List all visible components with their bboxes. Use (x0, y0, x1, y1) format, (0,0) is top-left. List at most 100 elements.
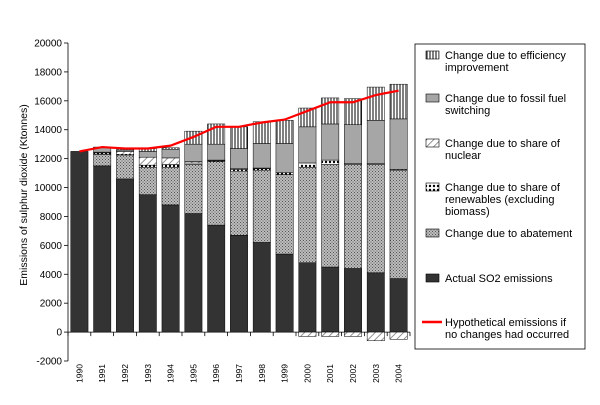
series-line-hypothetical-emissions-if-no-changes-had-occurred (79, 89, 399, 153)
legend-label: Change due to share of nuclear (445, 138, 561, 162)
bar-segment-change-due-to-fossil-fuel-switching (366, 120, 385, 164)
bar-segment-actual-so2-emissions (184, 213, 203, 333)
bar-segment-change-due-to-share-of-renewables-excluding-biomass (161, 164, 180, 168)
bar-segment-actual-so2-emissions (389, 278, 408, 333)
y-tick-label: 6000 (40, 241, 63, 252)
bar-segment-change-due-to-efficiency-improvement (161, 147, 180, 150)
x-tick-label: 1995 (188, 364, 198, 383)
bar-segment-change-due-to-share-of-renewables-excluding-biomass (298, 162, 317, 168)
bar-segment-actual-so2-emissions (138, 194, 157, 333)
bar-segment-change-due-to-fossil-fuel-switching (252, 143, 271, 169)
bar-segment-change-due-to-share-of-renewables-excluding-biomass (230, 169, 248, 172)
bar-segment-change-due-to-efficiency-improvement (252, 121, 271, 144)
bar-segment-change-due-to-fossil-fuel-switching (321, 123, 340, 161)
bar-segment-change-due-to-fossil-fuel-switching (344, 124, 362, 164)
y-tick-label: 12000 (34, 154, 62, 165)
y-tick-label: 8000 (40, 212, 63, 223)
x-tick-label: 2004 (394, 364, 404, 383)
legend-label: Change due to share of renewables (exclud… (445, 182, 561, 218)
x-tick-label: 1993 (143, 364, 153, 383)
x-tick-label: 1999 (280, 364, 290, 383)
legend-item-actual-so2-emissions: Actual SO2 emissions (425, 273, 553, 285)
bar-segment-change-due-to-abatement (275, 174, 294, 255)
x-tick-label: 1991 (97, 364, 107, 383)
legend-item-change-due-to-abatement: Change due to abatement (425, 228, 572, 240)
y-tick-label: 20000 (34, 39, 62, 50)
y-tick-label: -2000 (36, 357, 62, 368)
x-tick-label: 2003 (371, 364, 381, 383)
x-tick-label: 1998 (257, 364, 267, 383)
y-tick-label: 4000 (40, 270, 63, 281)
bar-segment-change-due-to-share-of-nuclear (366, 331, 385, 342)
bar-segment-change-due-to-abatement (321, 164, 340, 268)
legend-item-change-due-to-efficiency-improvement: Change due to efficiency improvement (425, 50, 566, 74)
bar-segment-change-due-to-abatement (298, 167, 317, 263)
legend-swatch (425, 138, 440, 148)
x-tick-label: 2000 (302, 364, 312, 383)
bar-segment-change-due-to-efficiency-improvement (230, 126, 248, 149)
bar-segment-actual-so2-emissions (275, 253, 294, 333)
x-tick-label: 1990 (74, 364, 84, 383)
legend-item-change-due-to-share-of-nuclear: Change due to share of nuclear (425, 138, 561, 162)
bar-segment-actual-so2-emissions (93, 165, 112, 333)
bar-segment-change-due-to-abatement (161, 167, 180, 206)
bar-segment-change-due-to-fossil-fuel-switching (275, 143, 294, 173)
bar-segment-change-due-to-efficiency-improvement (275, 120, 294, 144)
legend-swatch (425, 50, 440, 60)
bar-segment-actual-so2-emissions (116, 178, 134, 333)
bar-segment-change-due-to-abatement (389, 169, 408, 279)
bar-segment-actual-so2-emissions (321, 266, 340, 333)
legend-box (414, 43, 586, 350)
bar-segment-actual-so2-emissions (161, 204, 180, 333)
bar-segment-change-due-to-share-of-nuclear (344, 331, 362, 337)
bar-segment-actual-so2-emissions (252, 242, 271, 333)
bar-segment-change-due-to-abatement (93, 154, 112, 167)
y-tick-label: 14000 (34, 125, 62, 136)
x-tick-label: 1997 (234, 364, 244, 383)
bar-segment-change-due-to-fossil-fuel-switching (161, 148, 180, 159)
bar-segment-change-due-to-fossil-fuel-switching (207, 143, 226, 161)
y-tick-label: 0 (56, 328, 62, 339)
bar-segment-change-due-to-efficiency-improvement (366, 86, 385, 121)
legend-item-change-due-to-fossil-fuel-switching: Change due to fossil fuel switching (425, 93, 566, 117)
bar-segment-change-due-to-share-of-nuclear (161, 157, 180, 165)
bar-segment-change-due-to-abatement (230, 171, 248, 236)
bar-segment-change-due-to-share-of-nuclear (116, 151, 134, 155)
bar-segment-change-due-to-abatement (366, 164, 385, 274)
bar-segment-change-due-to-share-of-renewables-excluding-biomass (321, 159, 340, 165)
bar-segment-change-due-to-share-of-nuclear (321, 331, 340, 337)
x-tick-label: 2002 (348, 364, 358, 383)
bar-segment-change-due-to-abatement (207, 161, 226, 226)
legend: Change due to efficiency improvement Chang… (422, 50, 572, 341)
bar-segment-change-due-to-fossil-fuel-switching (298, 126, 317, 164)
y-tick-label: 16000 (34, 96, 62, 107)
bar-segment-change-due-to-abatement (252, 169, 271, 243)
bar-segment-change-due-to-abatement (116, 155, 134, 180)
bar-segment-actual-so2-emissions (344, 268, 362, 333)
legend-item-change-due-to-share-of-renewables-excluding-biomass: Change due to share of renewables (exclud… (425, 182, 561, 218)
bar-segment-change-due-to-efficiency-improvement (389, 83, 408, 120)
x-tick-label: 1992 (120, 364, 130, 383)
bar-segment-actual-so2-emissions (366, 272, 385, 333)
bar-segment-change-due-to-share-of-nuclear (298, 331, 317, 337)
bar-segment-change-due-to-abatement (344, 164, 362, 269)
bar-segment-change-due-to-fossil-fuel-switching (184, 143, 203, 162)
legend-item-hypothetical-emissions-if-no-changes-had-occurred: Hypothetical emissions if no changes had … (422, 317, 569, 341)
legend-label: Actual SO2 emissions (445, 273, 553, 285)
bar-segment-change-due-to-share-of-renewables-excluding-biomass (138, 164, 157, 168)
bar-segment-actual-so2-emissions (70, 151, 89, 333)
legend-swatch (425, 273, 440, 283)
bar-segment-change-due-to-share-of-nuclear (138, 156, 157, 166)
x-tick-label: 1996 (211, 364, 221, 383)
y-tick-label: 2000 (40, 299, 63, 310)
bar-segment-actual-so2-emissions (207, 224, 226, 333)
y-tick-label: 18000 (34, 67, 62, 78)
legend-label: Change due to efficiency improvement (445, 50, 566, 74)
bar-segment-change-due-to-share-of-renewables-excluding-biomass (275, 172, 294, 175)
bar-segment-change-due-to-abatement (138, 167, 157, 196)
legend-label: Change due to abatement (445, 228, 572, 240)
bar-segment-change-due-to-abatement (184, 164, 203, 214)
legend-swatch (425, 182, 440, 192)
